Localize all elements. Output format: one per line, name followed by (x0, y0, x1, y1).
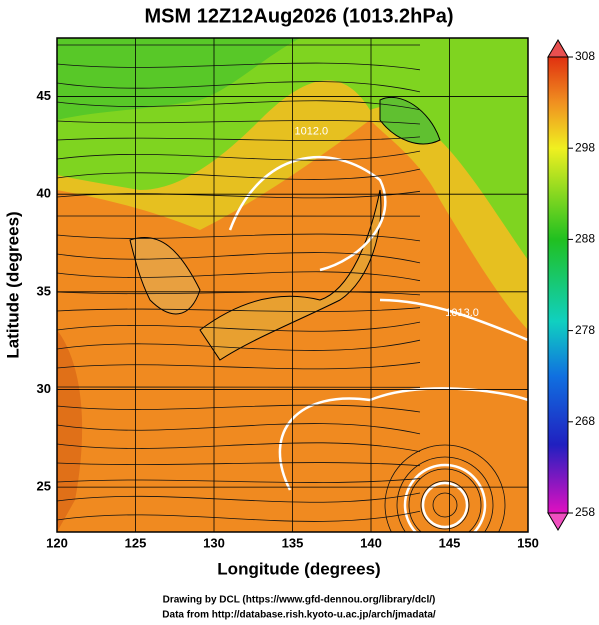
y-tick-label: 30 (37, 381, 51, 396)
x-tick-label: 130 (203, 535, 225, 550)
streamline (57, 339, 421, 351)
north-land (57, 38, 300, 120)
streamline (57, 252, 421, 264)
x-tick-label: 150 (517, 535, 539, 550)
streamline (57, 423, 421, 435)
credit: Drawing by DCL (https://www.gfd-dennou.o… (163, 595, 436, 606)
x-tick-label: 120 (46, 535, 68, 550)
colorbar-tick-label: 258 (575, 505, 595, 519)
colorbar-extend-bottom (547, 512, 569, 531)
x-axis-label: Longitude (degrees) (217, 559, 380, 578)
streamline (57, 120, 421, 125)
streamlines (57, 44, 506, 532)
streamline (57, 233, 421, 242)
streamline (57, 136, 421, 141)
colorbar: 258 268 278 288 298 308 (547, 39, 595, 531)
streamline (57, 100, 421, 111)
streamline (57, 492, 421, 503)
streamline (384, 444, 506, 532)
y-axis-label: Latitude (degrees) (3, 211, 22, 358)
streamline (57, 81, 421, 93)
korea (129, 236, 201, 315)
streamline (57, 478, 421, 483)
contour-label: 1013.0 (445, 307, 479, 319)
colorbar-tick-label: 278 (575, 323, 595, 337)
hokkaido (379, 96, 441, 145)
streamline (57, 510, 421, 522)
x-tick-label: 140 (360, 535, 382, 550)
colorbar-bar (547, 56, 569, 514)
streamline (57, 307, 421, 312)
y-tick-label: 35 (37, 283, 51, 298)
isobar (379, 298, 528, 342)
streamline (57, 271, 421, 282)
colorbar-tick-label: 308 (575, 49, 595, 63)
contour-label: 1012.0 (295, 126, 329, 138)
streamline (432, 492, 458, 518)
streamline (57, 291, 421, 296)
y-tick-label: 45 (37, 88, 51, 103)
streamline (57, 404, 421, 413)
contour-labels: 1012.0 1013.0 (295, 126, 479, 320)
colorbar-tick-label: 268 (575, 414, 595, 428)
streamline (396, 456, 494, 532)
y-tick-label: 40 (37, 186, 51, 201)
streamline (420, 480, 470, 530)
streamline (57, 150, 421, 161)
title: MSM 12Z12Aug2026 (1013.2hPa) (144, 5, 453, 27)
x-tick-label: 125 (125, 535, 147, 550)
colorbar-extend-top (547, 39, 569, 58)
axes: 120 125 130 135 140 145 150 25 30 35 40 45 (37, 38, 539, 550)
colorbar-tick-label: 298 (575, 140, 595, 154)
isobar (421, 481, 469, 529)
x-tick-label: 145 (439, 535, 461, 550)
credit: Data from http://database.rish.kyoto-u.a… (162, 610, 436, 621)
streamline (57, 462, 421, 467)
colorbar-tick-label: 288 (575, 232, 595, 246)
streamline (57, 362, 421, 370)
isobar (403, 463, 487, 532)
streamline (57, 168, 421, 180)
streamline (57, 442, 421, 453)
x-tick-label: 135 (282, 535, 304, 550)
streamline (408, 468, 482, 532)
streamline (57, 62, 421, 71)
y-tick-label: 25 (37, 479, 51, 494)
streamline (57, 321, 421, 332)
